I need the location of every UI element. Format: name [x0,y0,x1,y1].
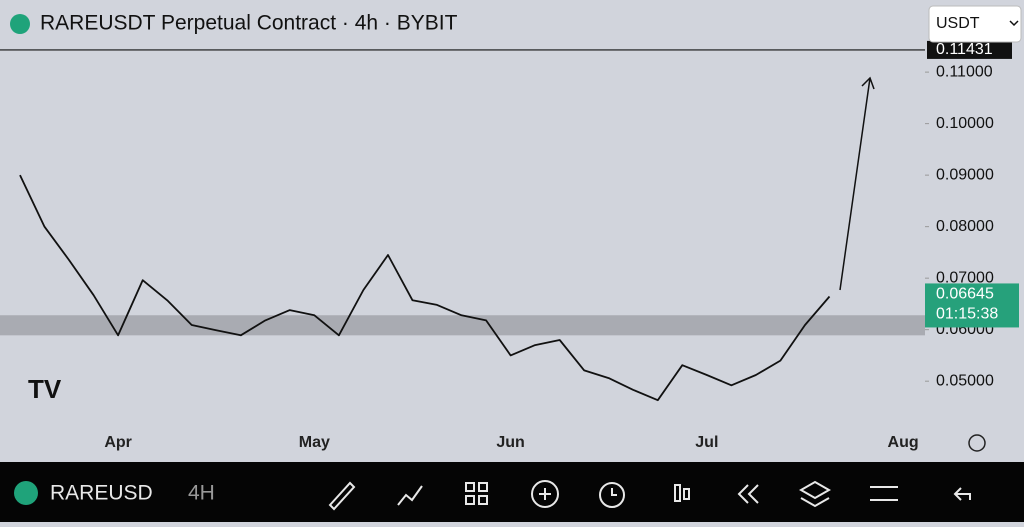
tool-icons [328,480,971,511]
x-tick-label: May [299,434,330,451]
y-tick-label: 0.10000 [936,115,994,132]
price-line [19,174,831,402]
price-tag [925,283,1019,328]
arrow-annotation [839,76,875,291]
draw-tool[interactable] [328,481,356,511]
toolbar [0,462,1024,522]
tv-logo: TV [28,374,62,404]
chart-title: RAREUSDT Perpetual Contract · 4h · BYBIT [40,12,458,35]
layout-tool[interactable] [478,482,488,492]
zone [0,315,925,336]
chevron [1009,20,1019,27]
settings-tool[interactable] [870,486,898,501]
layout-tool[interactable] [465,495,475,505]
x-tick-label: Jul [695,434,718,451]
add-tool[interactable] [531,480,559,508]
symbol[interactable]: RAREUSD [50,482,153,505]
coin-icon [10,14,30,34]
alert-tool[interactable] [599,482,625,508]
y-tick-label: 0.05000 [936,372,994,389]
y-tick-label: 0.09000 [936,166,994,183]
undo-tool[interactable] [953,487,971,501]
indicator-tool[interactable] [397,485,423,506]
x-tick-label: Jun [496,434,524,451]
countdown: 01:15:38 [936,306,998,323]
currency-label: USDT [936,15,980,32]
symbol-icon [14,481,38,505]
level-label: 0.11431 [936,41,993,58]
currency-select[interactable] [928,5,1022,43]
interval[interactable]: 4H [188,482,215,505]
layout-tool[interactable] [478,495,488,505]
bar-tool[interactable] [674,484,681,502]
layout-tool[interactable] [465,482,475,492]
y-tick-label: 0.08000 [936,218,994,235]
plot: 0.050000.060000.070000.080000.090000.100… [0,40,1019,451]
y-tick-label: 0.07000 [936,269,994,286]
chart-bg [0,0,1024,462]
y-tick-label: 0.11000 [936,63,993,80]
x-tick-label: Apr [104,434,132,451]
price-label: 0.06645 [936,286,994,303]
level-tag [927,40,1012,59]
x-tick-label: Aug [888,434,919,451]
layers-tool[interactable] [798,480,832,508]
replay-tool[interactable] [737,484,759,504]
settings-icon[interactable] [968,434,986,452]
